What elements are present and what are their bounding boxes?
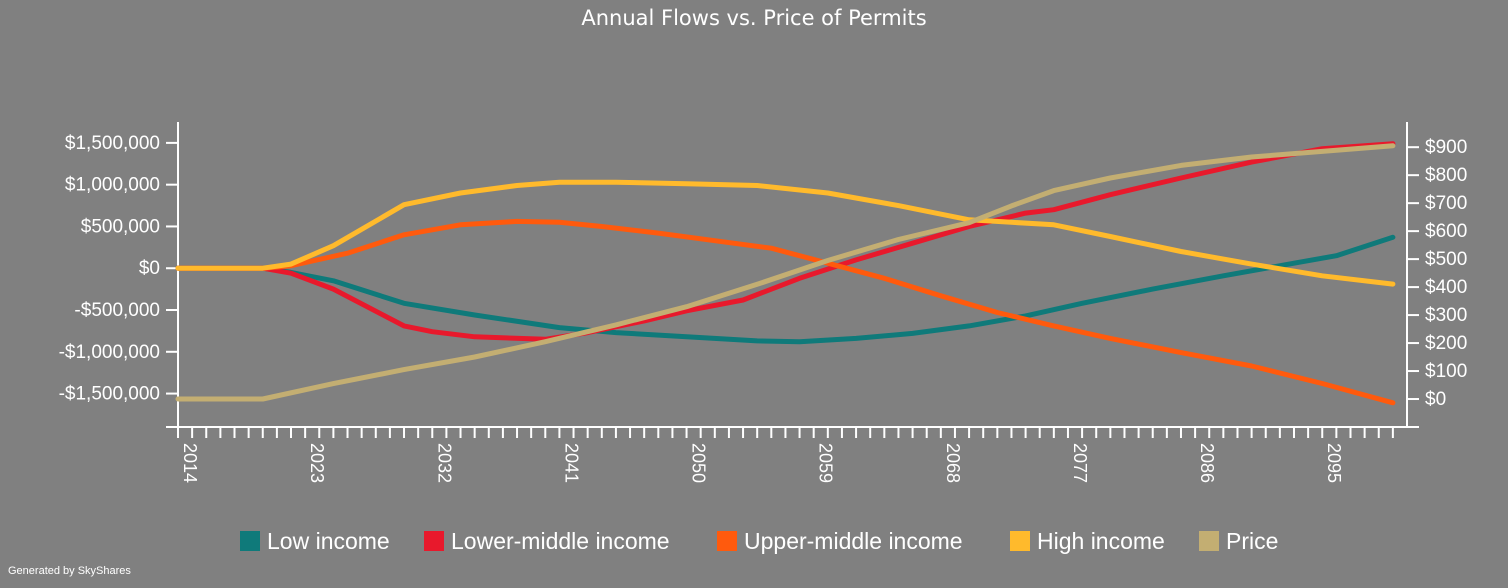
- x-axis-tick-label: 2041: [561, 443, 581, 483]
- axes-group: -$1,500,000 -$1,000,000 -$500,000 $0 $500,00…: [59, 122, 1467, 483]
- series-lines: [175, 141, 1396, 406]
- right-axis-tick-label: $400: [1425, 277, 1467, 298]
- left-axis-tick-label: -$500,000: [74, 300, 160, 321]
- left-axis-tick-label: $1,000,000: [65, 175, 160, 196]
- legend-swatch-upper-middle-income: [717, 531, 737, 551]
- series-line-low-income: [175, 234, 1396, 345]
- x-axis-tick-label: 2050: [689, 443, 709, 483]
- footer-credit: Generated by SkyShares: [8, 565, 131, 577]
- legend: Low income Lower-middle income Upper-middl…: [240, 528, 1278, 554]
- legend-swatch-lower-middle-income: [424, 531, 444, 551]
- x-axis-tick-label: 2068: [943, 443, 963, 483]
- right-axis-tick-label: $800: [1425, 165, 1467, 186]
- left-axis-tick-label: -$1,000,000: [59, 342, 160, 363]
- legend-label-high-income: High income: [1037, 528, 1165, 554]
- legend-swatch-price: [1199, 531, 1219, 551]
- legend-label-low-income: Low income: [267, 528, 390, 554]
- x-axis-tick-label: 2086: [1197, 443, 1217, 483]
- series-line-high-income: [175, 179, 1396, 287]
- x-axis-tick-label: 2032: [434, 443, 454, 483]
- right-axis-tick-label: $200: [1425, 333, 1467, 354]
- legend-label-lower-middle-income: Lower-middle income: [451, 528, 670, 554]
- right-axis-tick-label: $500: [1425, 249, 1467, 270]
- x-axis-tick-label: 2095: [1324, 443, 1344, 483]
- right-axis-tick-label: $0: [1425, 389, 1446, 410]
- left-axis-tick-label: $1,500,000: [65, 133, 160, 154]
- series-line-upper-middle-income: [175, 218, 1396, 406]
- right-axis-tick-label: $900: [1425, 137, 1467, 158]
- right-axis-tick-label: $700: [1425, 193, 1467, 214]
- legend-label-price: Price: [1226, 528, 1278, 554]
- left-axis-tick-label: $500,000: [81, 216, 160, 237]
- right-axis-tick-label: $300: [1425, 305, 1467, 326]
- x-axis-tick-label: 2014: [180, 443, 200, 483]
- series-line-lower-middle-income: [175, 141, 1396, 342]
- x-axis-tick-label: 2077: [1070, 443, 1090, 483]
- chart-title: Annual Flows vs. Price of Permits: [581, 6, 926, 30]
- legend-label-upper-middle-income: Upper-middle income: [744, 528, 963, 554]
- left-axis-tick-label: -$1,500,000: [59, 384, 160, 405]
- right-axis-tick-label: $600: [1425, 221, 1467, 242]
- x-axis-tick-label: 2059: [816, 443, 836, 483]
- left-axis-tick-label: $0: [139, 258, 160, 279]
- legend-swatch-low-income: [240, 531, 260, 551]
- legend-swatch-high-income: [1010, 531, 1030, 551]
- right-axis-tick-label: $100: [1425, 361, 1467, 382]
- x-axis-tick-label: 2023: [307, 443, 327, 483]
- series-line-price: [175, 143, 1396, 402]
